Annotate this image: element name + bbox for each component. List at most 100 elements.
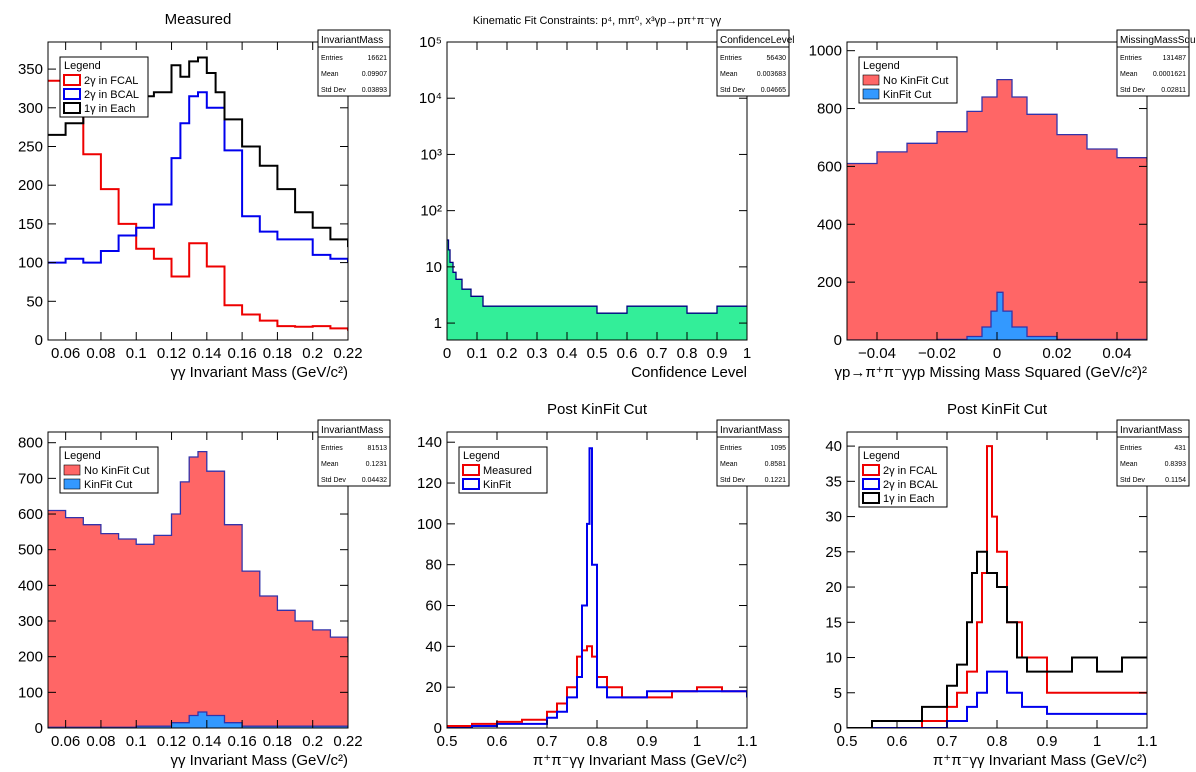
chart-title: Measured xyxy=(165,11,232,28)
stats-key: Entries xyxy=(720,55,742,62)
series-2-fill xyxy=(847,292,1147,340)
plot-frame xyxy=(446,41,748,341)
stats-key: Entries xyxy=(1120,445,1142,452)
legend-label: No KinFit Cut xyxy=(84,465,149,477)
legend-swatch xyxy=(862,492,880,504)
x-tick-label: 0.9 xyxy=(637,733,658,750)
x-tick-label: 0.8 xyxy=(987,733,1008,750)
x-tick-label: 0.18 xyxy=(263,733,292,750)
series-group xyxy=(847,78,1147,340)
legend-label: 2γ in BCAL xyxy=(84,89,139,101)
y-tick-label: 10² xyxy=(420,203,442,220)
x-tick-label: 1.1 xyxy=(1137,733,1158,750)
stats-box: InvariantMass Entries 431 Mean 0.8393 Std Dev… xyxy=(1116,419,1190,487)
series-3-line xyxy=(847,550,1147,728)
chart-panel-1: 0.06 0.08 0.1 0.12 0.14 0.16 0.18 0.2 0.22 0 50 100… xyxy=(18,11,391,381)
y-tick-label: 25 xyxy=(825,544,842,561)
stats-box-frame xyxy=(716,419,790,487)
x-tick-label: 1.1 xyxy=(737,733,758,750)
series-2-line xyxy=(447,447,747,728)
stats-value: 0.8581 xyxy=(765,461,787,468)
y-tick-label: 100 xyxy=(18,684,43,701)
y-tick-label: 600 xyxy=(18,506,43,523)
stats-name: InvariantMass xyxy=(720,425,782,436)
stats-name: InvariantMass xyxy=(321,425,383,436)
y-tick-label: 300 xyxy=(18,100,43,117)
legend-frame xyxy=(59,56,149,118)
y-tick-label: 200 xyxy=(18,177,43,194)
series-2-line xyxy=(847,670,1147,728)
stats-value: 0.09907 xyxy=(362,71,387,78)
stats-key: Entries xyxy=(321,55,343,62)
y-tick-label: 0 xyxy=(434,720,442,737)
stats-box-frame xyxy=(1116,29,1190,97)
legend-label: KinFit Cut xyxy=(84,479,132,491)
legend-title: Legend xyxy=(64,60,101,72)
legend-swatch xyxy=(63,478,81,490)
x-tick-label: 0.9 xyxy=(1037,733,1058,750)
stats-value: 431 xyxy=(1174,445,1186,452)
stats-key: Std Dev xyxy=(720,477,745,484)
legend-swatch xyxy=(462,464,480,476)
legend-swatch xyxy=(462,478,480,490)
y-tick-label: 150 xyxy=(18,216,43,233)
stats-key: Entries xyxy=(720,445,742,452)
series-group xyxy=(847,445,1147,728)
plot-frame xyxy=(47,431,349,729)
x-tick-label: 0 xyxy=(993,345,1001,362)
stats-box: ConfidenceLevel Entries 56430 Mean 0.003683 S… xyxy=(716,29,795,97)
x-tick-label: 1 xyxy=(743,345,751,362)
y-tick-label: 5 xyxy=(834,685,842,702)
legend-label: KinFit Cut xyxy=(883,89,931,101)
legend-title: Legend xyxy=(463,450,500,462)
y-tick-label: 60 xyxy=(425,598,442,615)
stats-value: 1095 xyxy=(770,445,786,452)
series-1-fill xyxy=(48,451,348,728)
x-tick-label: 0.1 xyxy=(126,345,147,362)
y-tick-label: 350 xyxy=(18,61,43,78)
x-tick-label: 0.16 xyxy=(228,733,257,750)
legend-swatch xyxy=(63,102,81,114)
legend-label: 2γ in BCAL xyxy=(883,479,938,491)
series-1-line xyxy=(847,445,1147,728)
y-tick-label: 1 xyxy=(434,315,442,332)
y-tick-label: 15 xyxy=(825,614,842,631)
x-tick-label: 0.18 xyxy=(263,345,292,362)
y-tick-label: 50 xyxy=(26,293,43,310)
y-tick-label: 40 xyxy=(825,438,842,455)
y-tick-label: 0 xyxy=(35,720,43,737)
series-1-edge xyxy=(48,450,348,643)
chart-panel-2: 0 0.1 0.2 0.3 0.4 0.5 0.6 0.7 0.8 0.9 1 1 10 10² 10³ 10… xyxy=(419,15,795,381)
stats-value: 0.04665 xyxy=(761,87,786,94)
x-tick-label: 0.06 xyxy=(51,733,80,750)
y-tick-label: 120 xyxy=(417,475,442,492)
legend-swatch xyxy=(862,478,880,490)
series-group xyxy=(447,239,747,340)
legend-swatch xyxy=(63,464,81,476)
x-tick-label: 0.8 xyxy=(587,733,608,750)
legend: Legend No KinFit Cut KinFit Cut xyxy=(59,446,159,494)
x-tick-label: 0.22 xyxy=(333,345,362,362)
x-tick-label: 0.5 xyxy=(837,733,858,750)
stats-value: 0.8393 xyxy=(1165,461,1187,468)
stats-box-frame xyxy=(716,29,790,97)
stats-value: 0.1154 xyxy=(1165,477,1186,484)
y-tick-label: 10⁵ xyxy=(419,34,442,51)
x-tick-label: 0.22 xyxy=(333,733,362,750)
y-tick-label: 200 xyxy=(18,649,43,666)
legend: Legend No KinFit Cut KinFit Cut xyxy=(858,56,958,104)
legend-label: Measured xyxy=(483,465,532,477)
y-tick-label: 30 xyxy=(825,509,842,526)
legend: Legend 2γ in FCAL 2γ in BCAL 1γ in Each xyxy=(59,56,149,118)
chart-title: Post KinFit Cut xyxy=(947,401,1048,418)
x-tick-label: 1 xyxy=(1093,733,1101,750)
y-tick-label: 20 xyxy=(425,679,442,696)
series-1-fill xyxy=(447,240,747,340)
x-tick-label: 0.6 xyxy=(617,345,638,362)
series-2-fill xyxy=(48,712,348,728)
stats-box: InvariantMass Entries 1095 Mean 0.8581 Std De… xyxy=(716,419,790,487)
series-1-fill xyxy=(847,79,1147,340)
x-tick-label: −0.02 xyxy=(918,345,956,362)
y-tick-label: 0 xyxy=(834,332,842,349)
